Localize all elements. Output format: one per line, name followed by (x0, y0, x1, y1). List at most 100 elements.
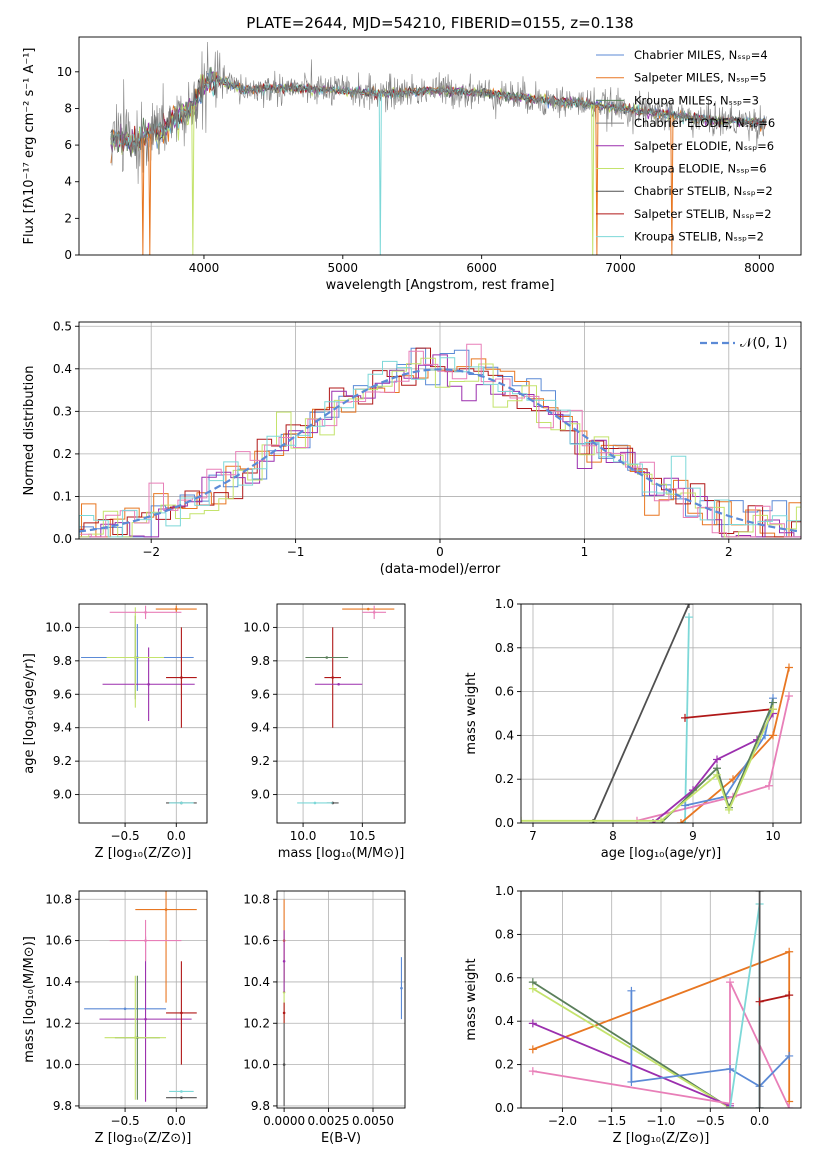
series-marker (627, 986, 636, 995)
axes-frame (78, 603, 208, 824)
data-point (400, 986, 403, 990)
x-axis-label: Z [log₁₀(Z/Z⊙)] (95, 846, 192, 861)
x-tick-label: 0.0 (167, 829, 186, 843)
series-marker (765, 781, 773, 790)
y-tick-label: 9.2 (251, 754, 270, 768)
series-marker (785, 947, 794, 956)
series-marker (685, 613, 693, 622)
data-point (180, 1090, 183, 1093)
y-tick-label: 0.4 (495, 1014, 514, 1028)
x-axis-label: Z [log₁₀(Z/Z⊙)] (613, 1131, 710, 1146)
data-point (144, 939, 147, 942)
data-point (147, 682, 150, 686)
spectrum-line (110, 41, 767, 184)
x-tick-label: 9 (689, 829, 697, 843)
series-marker (726, 978, 735, 987)
absorption-line (148, 133, 152, 255)
y-tick-label: 9.8 (251, 1099, 270, 1113)
y-tick-label: 10.4 (243, 975, 270, 989)
y-tick-label: 9.8 (251, 654, 270, 668)
y-tick-label: 10.0 (45, 1058, 72, 1072)
series-marker (755, 1104, 764, 1108)
series-marker (528, 984, 537, 993)
x-tick-label: −2 (142, 545, 160, 559)
axes-frame (520, 603, 802, 824)
legend-label: Chabrier STELIB, Nₛₛₚ=2 (634, 184, 773, 198)
normal-curve (79, 368, 801, 533)
axes-residuals: −2 −1 0 1 2 0.0 0.1 0.2 0.3 0.4 0.5 (data-model)/er… (22, 319, 802, 577)
data-point (144, 1017, 147, 1021)
y-tick-label: 0 (64, 248, 72, 262)
y-axis-label: mass weight (464, 958, 479, 1040)
x-axis-label: E(B-V) (321, 1131, 361, 1146)
data-point (313, 801, 317, 805)
x-tick-label: −0.5 (111, 829, 140, 843)
y-tick-label: 9.0 (251, 788, 270, 802)
legend-label: 𝒩(0, 1) (740, 336, 787, 351)
series-marker (521, 816, 525, 823)
histogram-steps (79, 343, 801, 538)
y-tick-label: 10.2 (243, 1016, 270, 1030)
data-point (180, 1011, 183, 1015)
y-tick-label: 0.2 (495, 772, 514, 786)
axes-age-vs-mass: 10.0 10.5 9.0 9.2 9.4 9.6 9.8 10.0 mass [log₁₀(M… (243, 603, 406, 861)
axes-frame (276, 603, 406, 824)
series-line (592, 604, 690, 823)
plot-area (528, 891, 794, 1108)
y-tick-label: 10.4 (45, 975, 72, 989)
plot-area (297, 605, 395, 805)
x-tick-label: 7000 (605, 261, 636, 275)
y-tick-label: 9.4 (251, 721, 270, 735)
x-tick-label: 1 (581, 545, 589, 559)
y-tick-label: 10.0 (243, 1058, 270, 1072)
y-tick-label: 8 (64, 101, 72, 115)
axes-frame (78, 36, 802, 256)
y-tick-label: 9.6 (53, 687, 72, 701)
x-axis-label: mass [log₁₀(M/M⊙)] (278, 846, 405, 861)
series-marker (785, 991, 794, 1000)
x-tick-label: −0.5 (111, 1114, 140, 1128)
y-tick-label: 10.8 (243, 892, 270, 906)
data-point (180, 801, 183, 805)
plot-area (110, 41, 767, 255)
series-marker (785, 1051, 794, 1060)
data-point (282, 1011, 286, 1015)
axes-massweight-vs-age: 7 8 9 10 0.0 0.2 0.4 0.6 0.8 1.0 age [log₁₀(age/yr… (464, 597, 802, 861)
data-point (174, 607, 178, 611)
absorption-line (191, 105, 195, 255)
series-marker (685, 604, 693, 608)
series-line (660, 702, 774, 823)
x-tick-label: 8 (609, 829, 617, 843)
legend-label: Chabrier ELODIE, Nₛₛₚ=6 (634, 116, 775, 130)
y-tick-label: 0.1 (53, 489, 72, 503)
data-point (331, 676, 335, 679)
x-tick-label: −1.5 (597, 1114, 626, 1128)
x-tick-label: 5000 (328, 261, 359, 275)
series-marker (755, 997, 764, 1006)
absorption-line (591, 104, 595, 255)
plot-area (84, 891, 197, 1102)
y-tick-label: 9.4 (53, 721, 72, 735)
y-tick-label: 1.0 (495, 884, 514, 898)
series-line (759, 994, 790, 1003)
axes-mass-vs-Z: −0.5 0.0 9.8 10.0 10.2 10.4 10.6 10.8 Z [log₁₀(Z… (22, 890, 208, 1146)
x-axis-label: wavelength [Angstrom, rest frame] (326, 278, 555, 293)
y-tick-label: 0.0 (495, 816, 514, 830)
x-tick-label: 8000 (744, 261, 775, 275)
series-line (684, 708, 774, 719)
y-tick-label: 0.0 (495, 1101, 514, 1115)
legend-label: Kroupa MILES, Nₛₛₚ=3 (634, 93, 759, 107)
series-marker (785, 663, 793, 672)
x-axis-label: Z [log₁₀(Z/Z⊙)] (95, 1131, 192, 1146)
y-tick-label: 9.6 (251, 687, 270, 701)
x-tick-label: 2 (725, 545, 733, 559)
series-marker (681, 801, 689, 810)
x-axis-label: age [log₁₀(age/yr)] (601, 846, 722, 861)
legend-label: Chabrier MILES, Nₛₛₚ=4 (634, 48, 768, 62)
series-marker (528, 1045, 537, 1054)
series-marker (785, 691, 793, 700)
series-marker (681, 713, 689, 722)
series-marker (657, 816, 665, 823)
y-tick-label: 0.4 (53, 362, 72, 376)
